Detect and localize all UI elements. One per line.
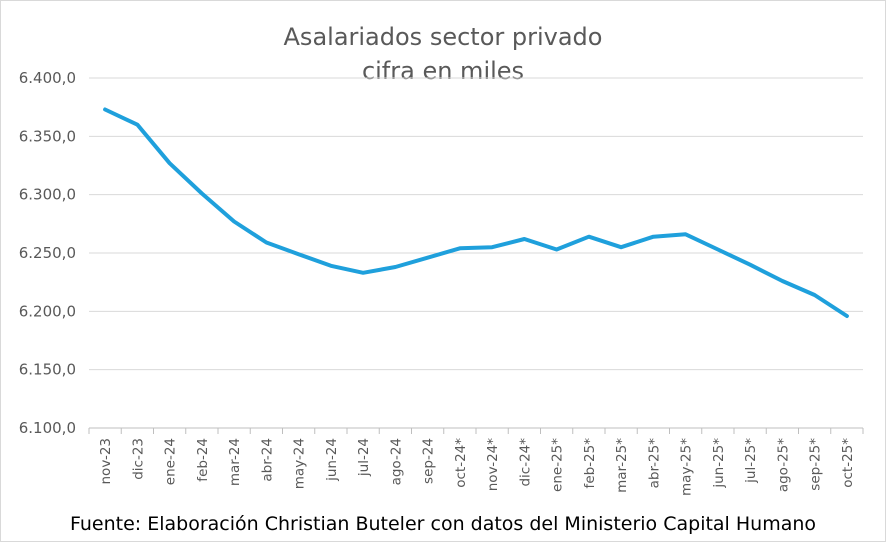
data-point bbox=[555, 248, 559, 252]
data-point bbox=[361, 271, 365, 275]
y-axis-ticks: 6.100,0 6.150,0 6.200,0 6.250,0 6.300,0 6.350… bbox=[19, 69, 76, 437]
y-tick-label: 6.300,0 bbox=[19, 186, 76, 204]
data-point bbox=[297, 252, 301, 256]
data-point bbox=[393, 265, 397, 269]
x-tick-label: oct-24* bbox=[453, 438, 469, 488]
x-tick-label: mar-25* bbox=[614, 438, 630, 493]
x-tick-label: sep-24 bbox=[421, 438, 437, 484]
data-point bbox=[619, 245, 623, 249]
data-point bbox=[780, 279, 784, 283]
data-point bbox=[426, 256, 430, 260]
data-point bbox=[103, 108, 107, 112]
data-point bbox=[684, 232, 688, 236]
x-tick-label: jun-24 bbox=[324, 438, 340, 482]
y-tick-label: 6.250,0 bbox=[19, 244, 76, 262]
x-tick-label: feb-24 bbox=[195, 438, 211, 482]
gridlines bbox=[89, 77, 863, 429]
data-point bbox=[232, 220, 236, 224]
x-tick-label: jul-25* bbox=[743, 438, 759, 484]
x-tick-label: dic-23 bbox=[130, 438, 146, 480]
x-tick-label: jul-24 bbox=[356, 438, 372, 477]
data-point bbox=[748, 263, 752, 267]
data-point bbox=[264, 241, 268, 245]
x-tick-label: oct-25* bbox=[840, 438, 856, 488]
x-tick-label: may-24 bbox=[292, 438, 308, 489]
data-point bbox=[716, 248, 720, 252]
x-tick-label: ago-24 bbox=[388, 438, 404, 485]
x-tick-label: nov-24* bbox=[485, 438, 501, 491]
x-tick-label: feb-25* bbox=[582, 438, 598, 489]
data-point bbox=[651, 235, 655, 239]
x-tick-label: ene-24 bbox=[163, 438, 179, 485]
data-point bbox=[813, 293, 817, 297]
data-point bbox=[168, 161, 172, 165]
x-tick-label: jun-25* bbox=[711, 438, 727, 489]
data-point bbox=[522, 237, 526, 241]
source-footnote: Fuente: Elaboración Christian Buteler co… bbox=[69, 513, 817, 535]
data-point bbox=[587, 235, 591, 239]
data-point bbox=[135, 123, 139, 127]
chart-title: Asalariados sector privado bbox=[283, 23, 603, 51]
x-tick-label: mar-24 bbox=[227, 438, 243, 486]
y-tick-label: 6.350,0 bbox=[19, 127, 76, 145]
data-point bbox=[329, 264, 333, 268]
x-tick-label: ene-25* bbox=[550, 438, 566, 492]
series-line bbox=[103, 107, 849, 318]
x-tick-label: dic-24* bbox=[517, 438, 533, 487]
x-tick-label: sep-25* bbox=[808, 438, 824, 491]
data-point bbox=[490, 245, 494, 249]
y-tick-label: 6.100,0 bbox=[19, 419, 76, 437]
chart-subtitle: cifra en miles bbox=[361, 57, 525, 85]
y-tick-label: 6.400,0 bbox=[19, 69, 76, 87]
data-point bbox=[200, 192, 204, 196]
data-point bbox=[458, 246, 462, 250]
x-axis: nov-23 dic-23 ene-24 feb-24 mar-24 abr-24 may-… bbox=[88, 428, 864, 496]
x-tick-label: abr-24 bbox=[259, 438, 275, 482]
series-line-group bbox=[103, 107, 849, 318]
x-tick-label: nov-23 bbox=[98, 438, 114, 485]
data-point bbox=[845, 314, 849, 318]
x-tick-label: abr-25* bbox=[646, 438, 662, 489]
x-tick-label: may-25* bbox=[679, 438, 695, 496]
y-tick-label: 6.200,0 bbox=[19, 302, 76, 320]
x-tick-label: ago-25* bbox=[775, 438, 791, 492]
y-tick-label: 6.150,0 bbox=[19, 361, 76, 379]
